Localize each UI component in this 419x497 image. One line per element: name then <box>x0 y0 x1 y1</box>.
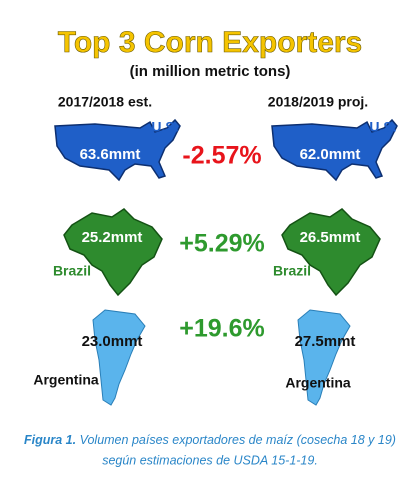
change-label: +19.6% <box>179 315 265 343</box>
us-map <box>271 118 398 182</box>
country-label: U.S. <box>151 119 178 135</box>
column-header: 2018/2019 proj. <box>268 94 368 110</box>
rows: 63.6mmtU.S.62.0mmtU.S.-2.57%25.2mmtBrazi… <box>33 119 396 391</box>
subtitle: (in million metric tons) <box>130 63 291 80</box>
caption-text: Volumen países exportadores de maíz (cos… <box>80 433 396 447</box>
change-label: -2.57% <box>182 142 261 170</box>
caption-text: según estimaciones de USDA 15-1-19. <box>102 453 318 467</box>
value-label: 27.5mmt <box>295 333 356 350</box>
caption: Figura 1. Volumen países exportadores de… <box>24 433 396 447</box>
country-label: Argentina <box>33 372 99 388</box>
value-label: 63.6mmt <box>80 146 141 163</box>
value-label: 25.2mmt <box>82 229 143 246</box>
country-label: U.S. <box>369 119 396 135</box>
argentina-map <box>297 309 351 406</box>
value-label: 26.5mmt <box>300 229 361 246</box>
brazil-map <box>281 208 381 297</box>
column-header: 2017/2018 est. <box>58 94 152 110</box>
brazil-map <box>63 208 163 297</box>
country-label: Brazil <box>53 263 91 279</box>
argentina-map <box>92 309 146 406</box>
caption-label: Figura 1. <box>24 433 76 447</box>
us-map <box>54 118 181 182</box>
value-label: 23.0mmt <box>82 333 143 350</box>
country-label: Argentina <box>285 375 351 391</box>
country-label: Brazil <box>273 263 311 279</box>
change-label: +5.29% <box>179 230 265 258</box>
value-label: 62.0mmt <box>300 146 361 163</box>
title: Top 3 Corn Exporters <box>58 26 362 59</box>
